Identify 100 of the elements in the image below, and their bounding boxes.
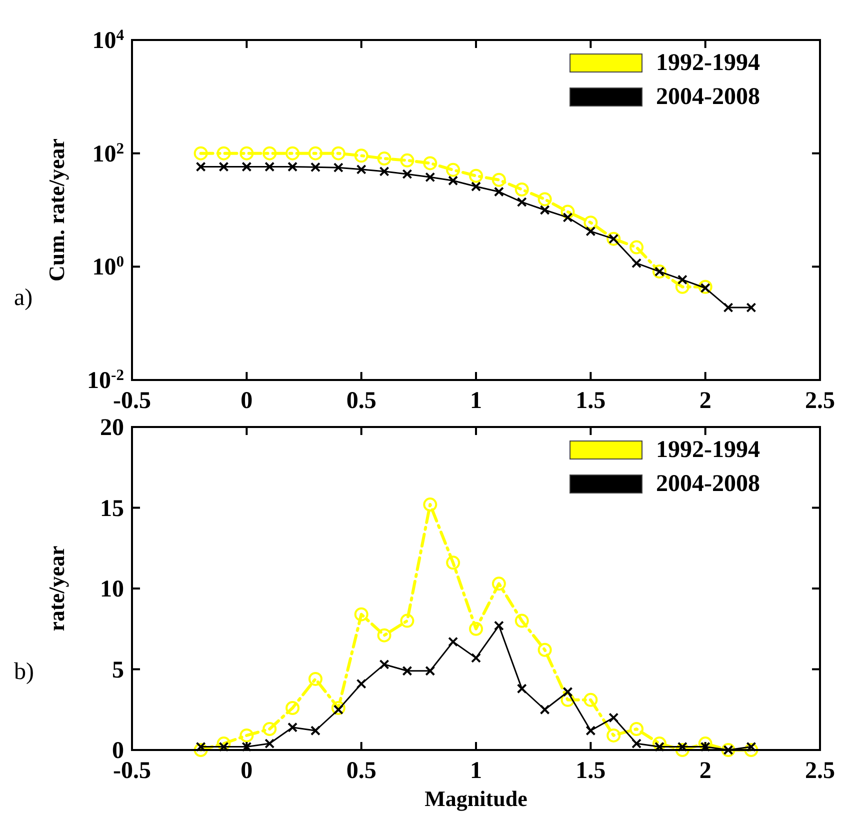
point bbox=[630, 240, 644, 254]
point bbox=[425, 172, 436, 182]
point bbox=[448, 636, 458, 647]
point bbox=[262, 722, 277, 736]
point bbox=[471, 652, 481, 663]
legend-label: 1992-1994 bbox=[656, 437, 760, 463]
point bbox=[469, 168, 483, 183]
point bbox=[331, 146, 346, 160]
point bbox=[632, 258, 642, 268]
point bbox=[242, 742, 252, 752]
point bbox=[356, 678, 366, 689]
point bbox=[425, 666, 436, 676]
point bbox=[471, 181, 481, 192]
point bbox=[675, 743, 690, 757]
x-tick-label: 0.5 bbox=[346, 758, 376, 784]
point bbox=[288, 162, 298, 172]
point bbox=[632, 738, 642, 749]
point bbox=[240, 728, 254, 742]
point bbox=[216, 146, 231, 160]
point bbox=[492, 172, 506, 187]
point bbox=[608, 712, 619, 723]
point bbox=[423, 498, 438, 512]
point bbox=[562, 212, 573, 222]
point bbox=[606, 728, 621, 742]
x-tick-label: 2.5 bbox=[805, 388, 835, 414]
point bbox=[652, 736, 666, 751]
point bbox=[377, 628, 392, 642]
x-tick-label: 1.5 bbox=[576, 758, 606, 784]
y-tick-label: 10$^{0}$ bbox=[92, 253, 124, 281]
point bbox=[540, 205, 550, 215]
point bbox=[586, 226, 596, 236]
point bbox=[744, 743, 758, 757]
point bbox=[286, 146, 300, 160]
point bbox=[310, 726, 320, 736]
y-tick-label: 10 bbox=[100, 576, 124, 602]
point bbox=[492, 576, 506, 591]
y-axis-title: Cum. rate/year bbox=[44, 138, 69, 282]
point bbox=[308, 672, 322, 686]
point bbox=[746, 302, 756, 313]
point bbox=[402, 169, 412, 180]
point bbox=[242, 162, 252, 172]
point bbox=[677, 274, 688, 285]
point bbox=[333, 162, 344, 173]
x-tick-label: 0.5 bbox=[346, 388, 376, 414]
point bbox=[216, 736, 231, 751]
point bbox=[469, 622, 483, 636]
point bbox=[698, 736, 712, 751]
point bbox=[560, 204, 575, 219]
point bbox=[288, 722, 298, 732]
point bbox=[379, 659, 390, 670]
point bbox=[560, 692, 575, 707]
point bbox=[354, 148, 368, 163]
x-tick-label: 2 bbox=[699, 388, 712, 414]
point bbox=[400, 614, 414, 628]
point bbox=[562, 686, 573, 697]
text: b) bbox=[14, 658, 34, 685]
x-tick-label: 2.5 bbox=[805, 758, 835, 784]
point bbox=[310, 162, 320, 172]
legend-label: 2004-2008 bbox=[656, 84, 760, 110]
point bbox=[423, 156, 438, 170]
point bbox=[377, 152, 392, 166]
point bbox=[675, 280, 690, 294]
point bbox=[262, 146, 277, 160]
point bbox=[196, 162, 206, 172]
text: a) bbox=[14, 285, 33, 312]
point bbox=[356, 164, 366, 174]
point bbox=[584, 692, 598, 707]
point bbox=[194, 743, 208, 757]
point bbox=[331, 701, 346, 716]
point bbox=[286, 701, 300, 716]
x-tick-label: 0 bbox=[240, 758, 253, 784]
x-tick-label: 1 bbox=[470, 388, 482, 414]
point bbox=[446, 162, 460, 177]
point bbox=[540, 704, 550, 715]
point bbox=[448, 176, 458, 186]
point bbox=[586, 726, 596, 736]
point bbox=[494, 186, 504, 197]
point bbox=[446, 556, 460, 570]
point bbox=[194, 146, 208, 160]
point bbox=[379, 166, 390, 176]
x-tick-label: 1.5 bbox=[576, 388, 606, 414]
point bbox=[514, 182, 529, 196]
point bbox=[514, 614, 529, 628]
legend-label: 2004-2008 bbox=[656, 471, 760, 497]
point bbox=[538, 192, 552, 206]
x-tick-label: 2 bbox=[699, 758, 712, 784]
y-tick-label: 10$^{4}$ bbox=[92, 26, 124, 54]
point bbox=[402, 666, 412, 676]
x-tick-label: 1 bbox=[470, 758, 482, 784]
point bbox=[630, 722, 644, 736]
point bbox=[538, 642, 552, 657]
x-tick-label: 0 bbox=[240, 388, 253, 414]
y-tick-label: 10$^{2}$ bbox=[92, 140, 124, 168]
y-axis-title: rate/year bbox=[44, 546, 69, 632]
point bbox=[218, 162, 229, 172]
point bbox=[698, 280, 712, 294]
point bbox=[264, 738, 275, 749]
point bbox=[723, 302, 734, 313]
y-tick-label: 15 bbox=[100, 496, 124, 522]
point bbox=[240, 146, 254, 160]
